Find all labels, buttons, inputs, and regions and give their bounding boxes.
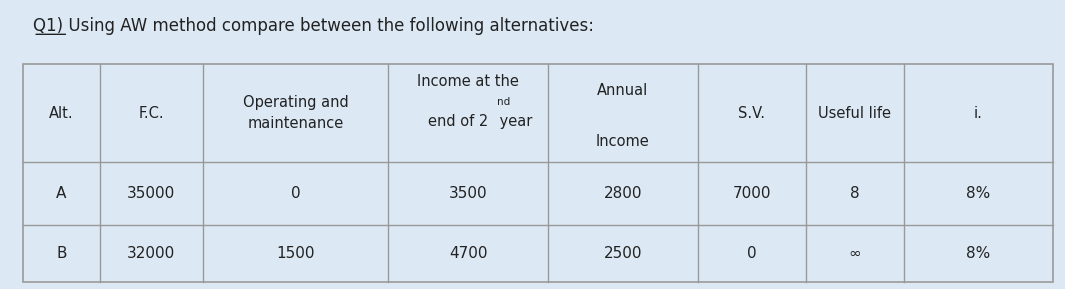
Text: i.: i.: [973, 105, 983, 121]
Text: 8%: 8%: [966, 246, 990, 261]
Text: S.V.: S.V.: [738, 105, 765, 121]
Text: year: year: [495, 114, 532, 129]
Text: 2800: 2800: [604, 186, 642, 201]
Text: F.C.: F.C.: [138, 105, 164, 121]
Text: 7000: 7000: [733, 186, 771, 201]
Text: Annual: Annual: [597, 83, 649, 98]
Text: 3500: 3500: [449, 186, 488, 201]
Text: Operating and
maintenance: Operating and maintenance: [243, 95, 348, 131]
Text: 1500: 1500: [277, 246, 315, 261]
Text: 0: 0: [747, 246, 756, 261]
Text: nd: nd: [497, 97, 510, 107]
Text: Q1) Using AW method compare between the following alternatives:: Q1) Using AW method compare between the …: [33, 17, 594, 35]
Text: A: A: [56, 186, 66, 201]
Text: Income at the: Income at the: [417, 74, 520, 89]
Text: B: B: [56, 246, 66, 261]
Text: end of 2: end of 2: [427, 114, 488, 129]
Bar: [22, 64, 1053, 282]
Text: 2500: 2500: [604, 246, 642, 261]
Text: 4700: 4700: [449, 246, 488, 261]
Text: 8%: 8%: [966, 186, 990, 201]
Text: Alt.: Alt.: [49, 105, 73, 121]
Text: 8: 8: [850, 186, 859, 201]
Text: Useful life: Useful life: [818, 105, 891, 121]
Text: ∞: ∞: [848, 246, 861, 261]
Text: 35000: 35000: [128, 186, 176, 201]
Text: 32000: 32000: [128, 246, 176, 261]
Text: 0: 0: [291, 186, 300, 201]
Text: Income: Income: [596, 134, 650, 149]
